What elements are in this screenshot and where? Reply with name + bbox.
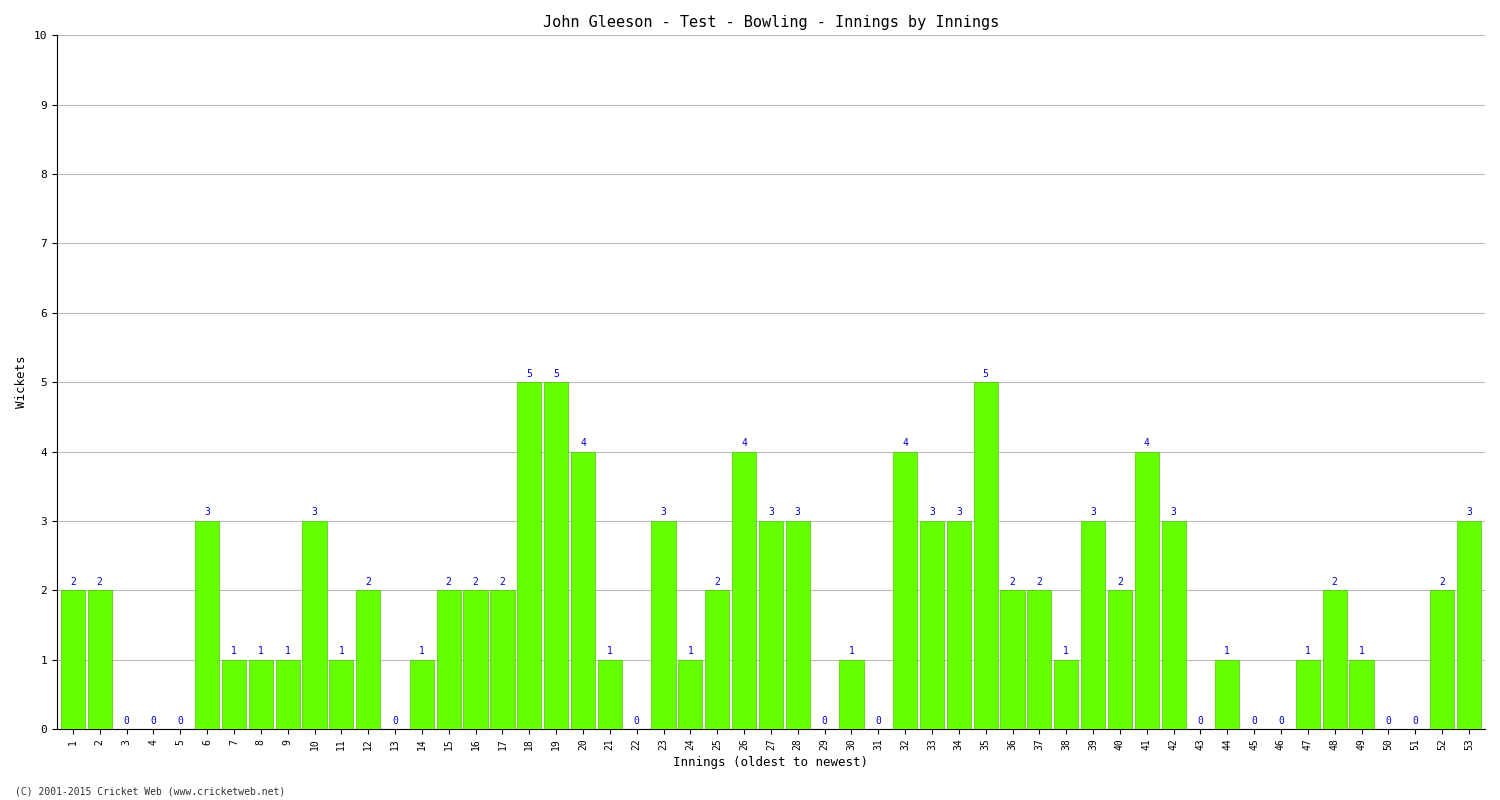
Text: 3: 3 xyxy=(312,507,318,518)
Text: 2: 2 xyxy=(366,577,370,586)
Bar xyxy=(1108,590,1132,729)
Text: 1: 1 xyxy=(419,646,424,656)
Text: 0: 0 xyxy=(177,715,183,726)
Text: 1: 1 xyxy=(1359,646,1365,656)
Bar xyxy=(1456,521,1480,729)
Text: 0: 0 xyxy=(392,715,398,726)
Bar xyxy=(1323,590,1347,729)
Bar xyxy=(974,382,998,729)
Text: 2: 2 xyxy=(1010,577,1016,586)
Text: 1: 1 xyxy=(687,646,693,656)
Text: 3: 3 xyxy=(956,507,962,518)
Bar xyxy=(892,451,916,729)
Text: 1: 1 xyxy=(339,646,345,656)
Text: 2: 2 xyxy=(714,577,720,586)
Text: 3: 3 xyxy=(1170,507,1176,518)
Text: 2: 2 xyxy=(446,577,452,586)
Bar xyxy=(651,521,675,729)
Bar xyxy=(490,590,514,729)
Bar xyxy=(464,590,488,729)
Text: 2: 2 xyxy=(472,577,478,586)
Bar xyxy=(1350,660,1374,729)
Text: 1: 1 xyxy=(285,646,291,656)
Text: 1: 1 xyxy=(231,646,237,656)
Bar xyxy=(62,590,86,729)
Text: 1: 1 xyxy=(608,646,612,656)
Text: 1: 1 xyxy=(1224,646,1230,656)
Bar xyxy=(276,660,300,729)
Text: 0: 0 xyxy=(633,715,639,726)
Text: 5: 5 xyxy=(982,369,988,378)
Text: 2: 2 xyxy=(500,577,506,586)
Bar xyxy=(678,660,702,729)
Bar xyxy=(1215,660,1239,729)
Text: 2: 2 xyxy=(1438,577,1444,586)
Text: 1: 1 xyxy=(1305,646,1311,656)
Text: 3: 3 xyxy=(1090,507,1096,518)
Text: 1: 1 xyxy=(1064,646,1070,656)
Text: 2: 2 xyxy=(70,577,76,586)
Bar xyxy=(249,660,273,729)
Text: 0: 0 xyxy=(876,715,880,726)
Text: 2: 2 xyxy=(98,577,102,586)
Bar xyxy=(759,521,783,729)
Text: 0: 0 xyxy=(1251,715,1257,726)
Text: 3: 3 xyxy=(768,507,774,518)
Bar xyxy=(705,590,729,729)
Bar xyxy=(1296,660,1320,729)
Text: 4: 4 xyxy=(902,438,908,448)
Bar xyxy=(87,590,112,729)
Bar xyxy=(436,590,460,729)
Bar xyxy=(840,660,864,729)
Bar xyxy=(946,521,970,729)
Bar xyxy=(1054,660,1078,729)
Text: 0: 0 xyxy=(1413,715,1418,726)
Text: 5: 5 xyxy=(554,369,560,378)
Bar xyxy=(732,451,756,729)
Text: (C) 2001-2015 Cricket Web (www.cricketweb.net): (C) 2001-2015 Cricket Web (www.cricketwe… xyxy=(15,786,285,796)
Bar xyxy=(1134,451,1160,729)
Bar xyxy=(544,382,568,729)
Text: 0: 0 xyxy=(150,715,156,726)
Text: 0: 0 xyxy=(1197,715,1203,726)
Bar xyxy=(222,660,246,729)
Bar xyxy=(597,660,622,729)
Bar xyxy=(1000,590,1024,729)
Text: 3: 3 xyxy=(660,507,666,518)
Bar xyxy=(1082,521,1106,729)
Bar xyxy=(786,521,810,729)
X-axis label: Innings (oldest to newest): Innings (oldest to newest) xyxy=(674,756,868,769)
Text: 3: 3 xyxy=(795,507,801,518)
Text: 3: 3 xyxy=(204,507,210,518)
Bar xyxy=(356,590,381,729)
Bar xyxy=(572,451,596,729)
Text: 3: 3 xyxy=(928,507,934,518)
Text: 0: 0 xyxy=(822,715,828,726)
Text: 1: 1 xyxy=(258,646,264,656)
Bar xyxy=(303,521,327,729)
Title: John Gleeson - Test - Bowling - Innings by Innings: John Gleeson - Test - Bowling - Innings … xyxy=(543,15,999,30)
Text: 0: 0 xyxy=(1386,715,1392,726)
Text: 1: 1 xyxy=(849,646,855,656)
Text: 0: 0 xyxy=(1278,715,1284,726)
Bar xyxy=(518,382,542,729)
Text: 4: 4 xyxy=(1144,438,1149,448)
Text: 3: 3 xyxy=(1466,507,1472,518)
Y-axis label: Wickets: Wickets xyxy=(15,356,28,409)
Text: 2: 2 xyxy=(1332,577,1338,586)
Text: 0: 0 xyxy=(123,715,129,726)
Text: 5: 5 xyxy=(526,369,532,378)
Text: 4: 4 xyxy=(580,438,586,448)
Bar xyxy=(195,521,219,729)
Text: 4: 4 xyxy=(741,438,747,448)
Bar xyxy=(410,660,434,729)
Text: 2: 2 xyxy=(1118,577,1124,586)
Bar xyxy=(1161,521,1185,729)
Bar xyxy=(920,521,944,729)
Text: 2: 2 xyxy=(1036,577,1042,586)
Bar xyxy=(1028,590,1051,729)
Bar xyxy=(1430,590,1454,729)
Bar xyxy=(330,660,354,729)
